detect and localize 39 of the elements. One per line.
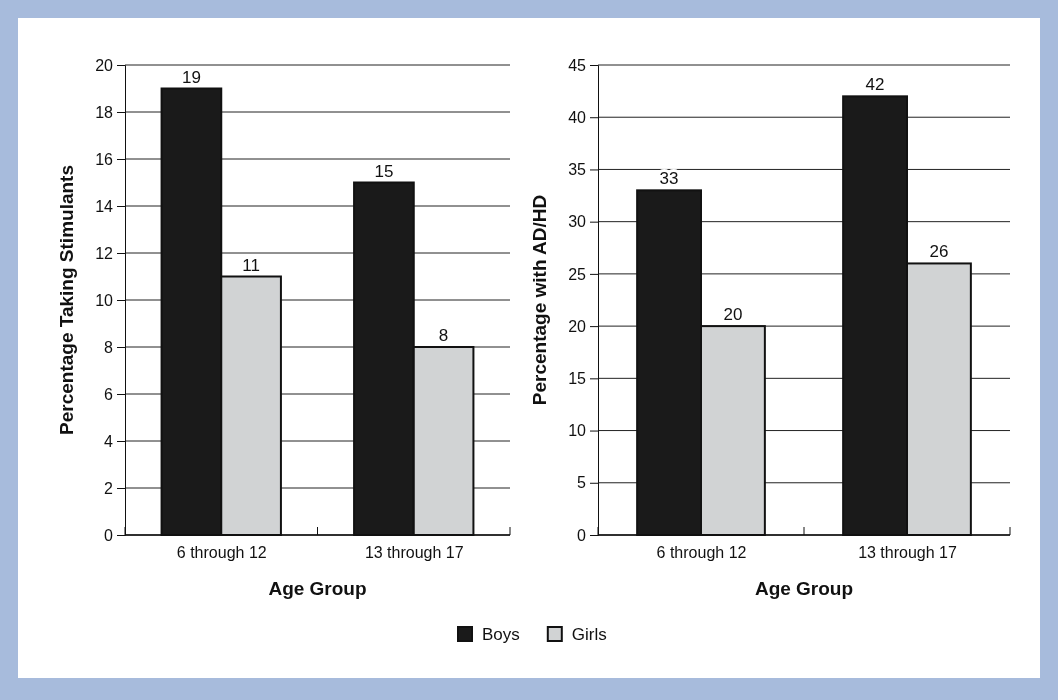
y-tick-label: 16	[95, 150, 114, 168]
y-tick-label: 2	[104, 479, 114, 497]
data-label: 20	[723, 305, 743, 325]
y-tick-label: 0	[104, 526, 114, 544]
y-tick-label: 45	[568, 56, 587, 74]
data-label: 26	[929, 242, 949, 262]
x-tick-label: 6 through 12	[656, 544, 747, 562]
y-tick-label: 0	[577, 526, 587, 544]
y-tick-label: 14	[95, 197, 114, 215]
x-axis-title: Age Group	[754, 578, 854, 599]
y-tick-label: 20	[95, 56, 114, 74]
data-label: 15	[374, 161, 394, 181]
y-tick-label: 30	[568, 213, 587, 231]
legend-label: Girls	[571, 625, 607, 644]
y-axis-title: Percentage with AD/HD	[529, 194, 550, 406]
y-tick-label: 12	[95, 244, 114, 262]
y-tick-label: 4	[104, 432, 114, 450]
x-tick-label: 6 through 12	[176, 544, 267, 562]
data-label: 11	[242, 255, 260, 275]
y-tick-label: 15	[568, 369, 587, 387]
data-label: 42	[865, 75, 885, 95]
y-tick-label: 35	[568, 161, 587, 179]
y-tick-label: 8	[104, 338, 114, 356]
data-label: 33	[659, 169, 679, 189]
legend-label: Boys	[482, 625, 520, 644]
data-label: 19	[181, 67, 201, 87]
x-tick-label: 13 through 17	[858, 544, 957, 562]
data-label: 8	[438, 326, 449, 345]
y-tick-label: 6	[104, 385, 114, 403]
y-tick-label: 18	[95, 103, 114, 121]
y-tick-label: 5	[577, 474, 587, 492]
y-axis-title: Percentage Taking Stimulants	[56, 165, 77, 435]
y-tick-label: 10	[568, 422, 587, 440]
y-tick-label: 25	[568, 265, 587, 283]
y-tick-label: 10	[95, 291, 114, 309]
x-axis-title: Age Group	[268, 578, 367, 599]
y-tick-label: 40	[568, 108, 587, 126]
y-tick-label: 20	[568, 317, 587, 335]
x-tick-label: 13 through 17	[364, 544, 464, 562]
